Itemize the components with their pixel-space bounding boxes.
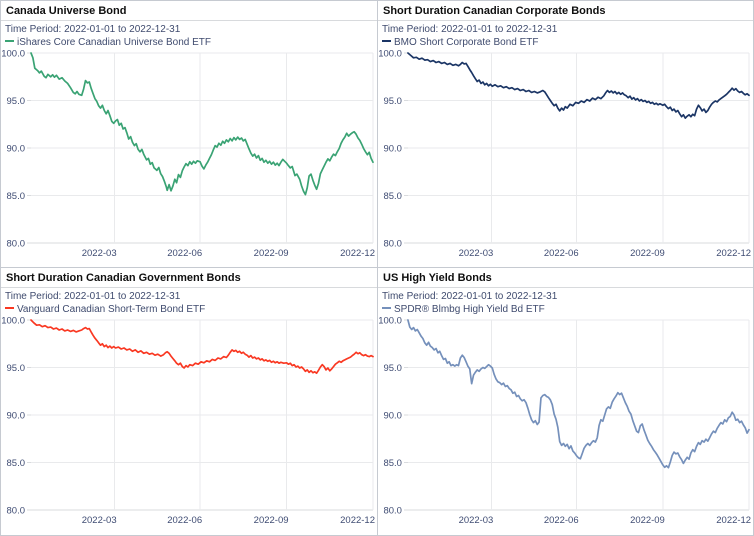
time-period-label: Time Period: 2022-01-01 to 2022-12-31 xyxy=(5,24,181,35)
x-tick-label: 2022-09 xyxy=(254,248,289,259)
legend-label: iShares Core Canadian Universe Bond ETF xyxy=(17,37,211,48)
y-tick-label: 85.0 xyxy=(7,458,26,469)
y-tick-label: 90.0 xyxy=(7,411,26,422)
legend-item[interactable]: iShares Core Canadian Universe Bond ETF xyxy=(1,35,377,48)
x-axis-labels: 2022-03 2022-06 2022-09 2022-12 xyxy=(82,248,375,259)
gridlines xyxy=(27,52,374,244)
y-tick-label: 85.0 xyxy=(384,458,402,469)
series-line xyxy=(30,319,374,375)
time-period-label: Time Period: 2022-01-01 to 2022-12-31 xyxy=(382,24,558,35)
x-tick-label: 2022-03 xyxy=(459,515,494,526)
series-line xyxy=(407,52,750,119)
x-tick-label: 2022-12 xyxy=(340,515,375,526)
y-axis-labels: 100.0 95.0 90.0 85.0 80.0 xyxy=(1,316,25,517)
x-tick-label: 2022-12 xyxy=(716,515,751,526)
x-tick-label: 2022-06 xyxy=(167,515,202,526)
legend-label: Vanguard Canadian Short-Term Bond ETF xyxy=(17,304,206,315)
x-tick-label: 2022-03 xyxy=(82,515,117,526)
chart-title: Short Duration Canadian Government Bonds xyxy=(1,268,377,288)
y-tick-label: 80.0 xyxy=(7,239,26,250)
legend-marker-line xyxy=(5,307,14,310)
x-tick-label: 2022-12 xyxy=(716,248,751,259)
chart-pane-short-duration-government: Short Duration Canadian Government Bonds… xyxy=(1,268,377,535)
chart-title: US High Yield Bonds xyxy=(378,268,753,288)
legend-marker-line xyxy=(382,40,391,43)
y-tick-label: 90.0 xyxy=(384,143,402,154)
y-tick-label: 95.0 xyxy=(7,96,26,107)
legend-label: BMO Short Corporate Bond ETF xyxy=(394,37,539,48)
y-tick-label: 95.0 xyxy=(384,96,402,107)
x-tick-label: 2022-03 xyxy=(82,248,117,259)
x-tick-label: 2022-03 xyxy=(459,248,494,259)
gridlines xyxy=(27,319,374,511)
legend-item[interactable]: Vanguard Canadian Short-Term Bond ETF xyxy=(1,302,377,315)
series-line xyxy=(407,319,750,469)
chart-title: Short Duration Canadian Corporate Bonds xyxy=(378,1,753,21)
x-tick-label: 2022-12 xyxy=(340,248,375,259)
time-period-label: Time Period: 2022-01-01 to 2022-12-31 xyxy=(5,291,181,302)
y-tick-label: 100.0 xyxy=(1,316,25,327)
y-tick-label: 100.0 xyxy=(1,49,25,60)
y-tick-label: 100.0 xyxy=(378,316,402,327)
legend-item[interactable]: SPDR® Blmbg High Yield Bd ETF xyxy=(378,302,753,315)
y-axis-labels: 100.0 95.0 90.0 85.0 80.0 xyxy=(1,49,25,250)
x-tick-label: 2022-06 xyxy=(544,248,579,259)
chart-pane-us-high-yield: US High Yield Bonds Time Period: 2022-01… xyxy=(378,268,753,535)
x-axis-labels: 2022-03 2022-06 2022-09 2022-12 xyxy=(459,515,751,526)
x-axis-labels: 2022-03 2022-06 2022-09 2022-12 xyxy=(459,248,751,259)
y-tick-label: 90.0 xyxy=(384,410,402,421)
gridlines xyxy=(403,319,750,511)
legend-item[interactable]: BMO Short Corporate Bond ETF xyxy=(378,35,753,48)
legend-marker-line xyxy=(382,307,391,310)
chart-pane-short-duration-corporate: Short Duration Canadian Corporate Bonds … xyxy=(378,1,753,267)
y-tick-label: 85.0 xyxy=(7,191,26,202)
y-tick-label: 100.0 xyxy=(378,49,402,60)
x-tick-label: 2022-09 xyxy=(630,515,665,526)
y-tick-label: 90.0 xyxy=(7,144,26,155)
y-axis-labels: 100.0 95.0 90.0 85.0 80.0 xyxy=(378,316,402,517)
gridlines xyxy=(403,52,750,244)
chart-title: Canada Universe Bond xyxy=(1,1,377,21)
y-tick-label: 95.0 xyxy=(7,363,26,374)
y-tick-label: 80.0 xyxy=(7,506,26,517)
legend-label: SPDR® Blmbg High Yield Bd ETF xyxy=(394,304,545,315)
x-tick-label: 2022-09 xyxy=(630,248,665,259)
chart-pane-canada-universe-bond: Canada Universe Bond Time Period: 2022-0… xyxy=(1,1,377,267)
x-tick-label: 2022-06 xyxy=(544,515,579,526)
y-tick-label: 85.0 xyxy=(384,191,402,202)
x-tick-label: 2022-06 xyxy=(167,248,202,259)
y-tick-label: 95.0 xyxy=(384,363,402,374)
legend-marker-line xyxy=(5,40,14,43)
time-period-label: Time Period: 2022-01-01 to 2022-12-31 xyxy=(382,291,558,302)
x-axis-labels: 2022-03 2022-06 2022-09 2022-12 xyxy=(82,515,375,526)
series-line xyxy=(30,52,374,196)
y-tick-label: 80.0 xyxy=(384,505,402,516)
y-axis-labels: 100.0 95.0 90.0 85.0 80.0 xyxy=(378,49,402,250)
y-tick-label: 80.0 xyxy=(384,238,402,249)
x-tick-label: 2022-09 xyxy=(254,515,289,526)
